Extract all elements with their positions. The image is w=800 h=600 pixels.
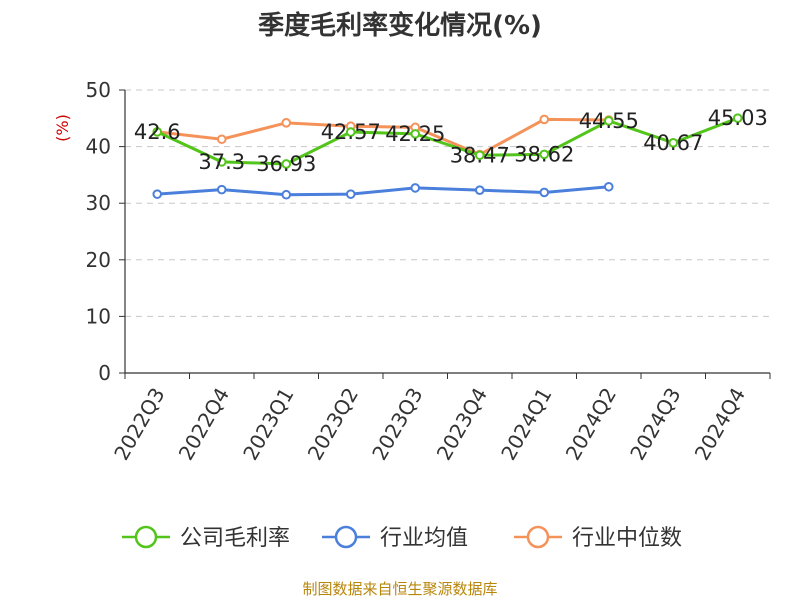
data-point [603, 181, 614, 192]
series-industry-mean [152, 181, 614, 200]
x-tick-label: 2022Q3 [109, 384, 169, 465]
data-label: 36.93 [256, 152, 316, 176]
series-line [157, 117, 609, 157]
legend-label: 公司毛利率 [180, 526, 290, 551]
legend-marker-icon [334, 525, 358, 549]
x-tick-label: 2024Q1 [496, 384, 556, 465]
data-label: 38.47 [450, 143, 510, 167]
y-tick-label: 30 [86, 191, 111, 215]
data-label: 42.6 [134, 120, 181, 144]
data-point [345, 127, 356, 137]
data-point [410, 129, 421, 139]
x-tick-label: 2023Q1 [238, 384, 298, 465]
data-label: 42.25 [385, 122, 445, 146]
series-company-margin [152, 113, 743, 169]
grid-lines [125, 89, 770, 317]
chart-title: 季度毛利率变化情况(%) [258, 10, 542, 41]
data-point [152, 189, 163, 199]
y-tick-label: 50 [86, 78, 111, 102]
y-tick-label: 0 [98, 361, 111, 385]
legend-marker-icon [134, 525, 158, 549]
data-point [603, 116, 614, 126]
data-point [668, 138, 679, 148]
legend: 公司毛利率 行业均值 行业中位数 [122, 525, 682, 551]
data-point [216, 184, 227, 195]
data-point [539, 114, 550, 125]
data-point [539, 149, 550, 160]
y-axis-label: (%) [53, 114, 72, 142]
data-point [281, 118, 292, 128]
x-tick-label: 2023Q3 [367, 384, 427, 465]
data-point [345, 189, 356, 199]
series-line [157, 185, 609, 197]
data-point [216, 157, 227, 167]
data-label: 44.55 [579, 109, 639, 133]
legend-item: 行业中位数 [514, 525, 682, 551]
y-tick-label: 10 [86, 304, 111, 328]
data-label: 40.67 [643, 131, 703, 155]
x-tick-label: 2023Q4 [432, 384, 492, 465]
data-point [410, 183, 421, 193]
x-tick-label: 2023Q2 [303, 384, 363, 465]
legend-marker-icon [526, 525, 550, 549]
x-tick-label: 2024Q4 [690, 384, 750, 465]
legend-label: 行业中位数 [572, 526, 682, 551]
data-point [281, 189, 292, 200]
data-label: 42.57 [321, 120, 381, 144]
data-point [732, 113, 743, 123]
data-label: 45.03 [708, 106, 768, 130]
data-point [281, 159, 292, 169]
data-point [539, 187, 550, 198]
y-tick-label: 40 [86, 135, 111, 159]
data-point [474, 150, 485, 161]
series-layer [152, 113, 743, 200]
series-line [156, 116, 739, 166]
data-label: 37.3 [198, 150, 245, 174]
x-tick-label: 2024Q2 [561, 384, 621, 465]
data-point [474, 185, 485, 195]
data-label: 38.62 [514, 142, 574, 166]
x-tick-label: 2024Q3 [625, 384, 685, 465]
data-point [152, 127, 163, 137]
data-point [216, 134, 227, 145]
x-tick-label: 2022Q4 [174, 384, 234, 465]
data-source: 制图数据来自恒生聚源数据库 [302, 580, 497, 598]
legend-label: 行业均值 [380, 526, 468, 551]
y-tick-label: 20 [86, 248, 111, 272]
legend-item: 公司毛利率 [122, 525, 290, 551]
legend-item: 行业均值 [322, 525, 468, 551]
